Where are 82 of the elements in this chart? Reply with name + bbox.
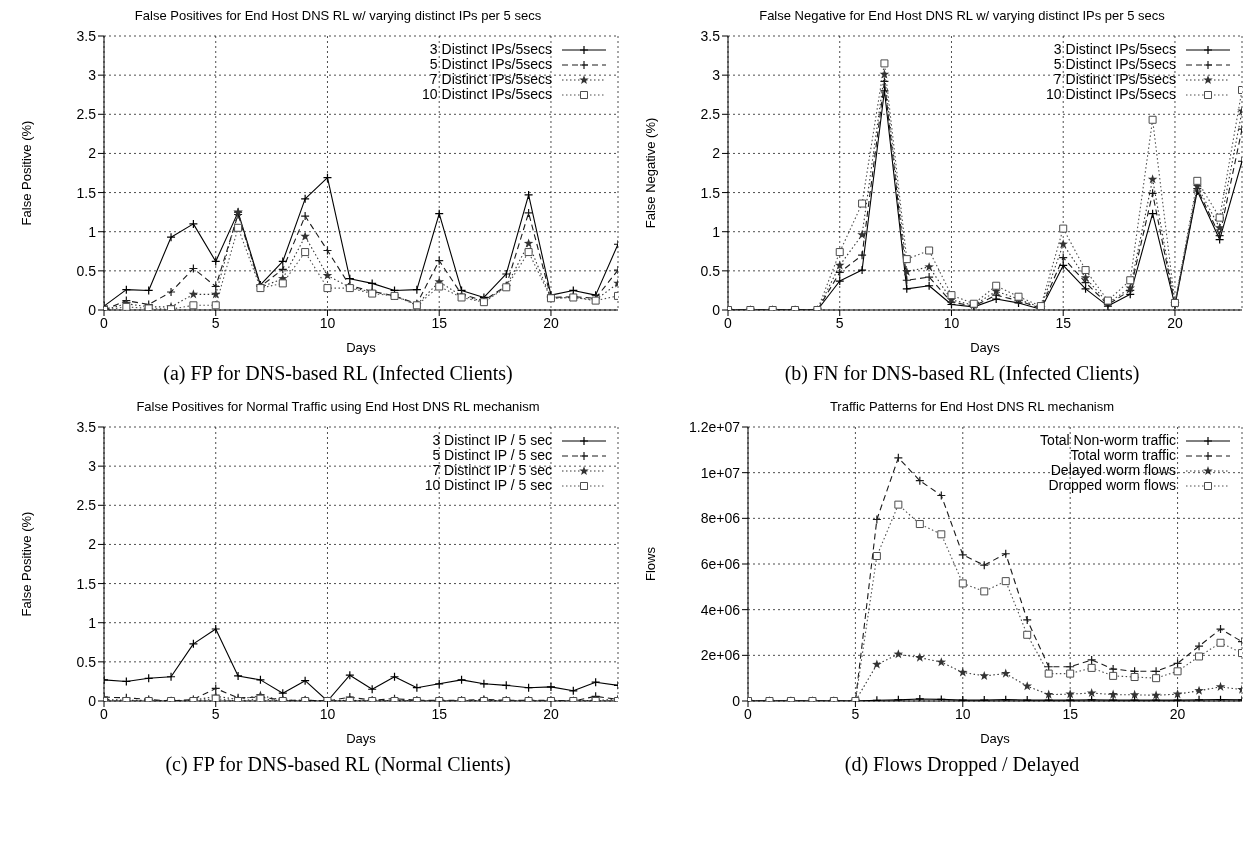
x-tick-label: 10 xyxy=(319,314,336,331)
x-tick-label: 15 xyxy=(1055,314,1072,331)
x-tick-label: 0 xyxy=(100,705,109,722)
x-tick-label: 0 xyxy=(100,314,109,331)
x-tick-label: 20 xyxy=(543,314,559,331)
x-tick-label: 15 xyxy=(431,314,448,331)
x-tick-label: 20 xyxy=(1167,314,1183,331)
legend-label: 3 Distinct IP / 5 sec xyxy=(432,432,552,448)
x-tick-label: 10 xyxy=(943,314,960,331)
y-tick-label: 2 xyxy=(88,145,97,162)
x-tick-label: 15 xyxy=(1062,705,1079,722)
chart-title: Traffic Patterns for End Host DNS RL mechanism xyxy=(828,399,1116,416)
legend-label: 5 Distinct IPs/5secs xyxy=(1053,56,1176,72)
text: (d) Flows Dropped / Delayed xyxy=(843,753,1081,776)
y-tick-label: 1.2e+07 xyxy=(689,418,741,435)
x-tick-label: 20 xyxy=(1169,705,1186,722)
y-tick-label: 0 xyxy=(88,301,97,318)
y-tick-label: 1 xyxy=(712,223,721,240)
y-tick-label: 1e+07 xyxy=(700,464,741,481)
x-tick-label: 15 xyxy=(431,705,448,722)
y-tick-label: 0 xyxy=(88,692,97,709)
x-axis-title: Days xyxy=(980,731,1011,746)
legend-label: 10 Distinct IPs/5secs xyxy=(1046,86,1176,102)
legend-label: Delayed worm flows xyxy=(1050,462,1176,478)
y-tick-label: 2e+06 xyxy=(700,647,741,664)
legend-label: Total Non-worm traffic xyxy=(1040,432,1176,448)
chart-title: False Negative for End Host DNS RL w/ varying distinct IPs per 5 secs xyxy=(758,8,1166,25)
legend-label: 7 Distinct IP / 5 sec xyxy=(432,462,552,478)
legend-label: 5 Distinct IPs/5secs xyxy=(429,56,552,72)
y-tick-label: 3.5 xyxy=(76,27,97,44)
legend-label: 7 Distinct IPs/5secs xyxy=(1053,71,1176,87)
y-tick-label: 6e+06 xyxy=(700,555,741,572)
y-tick-label: 2.5 xyxy=(700,106,721,123)
x-axis-title: Days xyxy=(970,340,1001,355)
y-tick-label: 1.5 xyxy=(76,575,97,592)
y-tick-label: 2.5 xyxy=(76,106,97,123)
legend-label: 10 Distinct IPs/5secs xyxy=(422,86,552,102)
y-tick-label: 1.5 xyxy=(76,184,97,201)
x-axis-title: Days xyxy=(346,731,377,746)
text: (b) FN for DNS-based RL (Infected Clients) xyxy=(783,362,1141,385)
x-tick-label: 10 xyxy=(319,705,336,722)
x-tick-label: 5 xyxy=(211,314,220,331)
y-tick-label: 0 xyxy=(732,692,741,709)
y-tick-label: 2 xyxy=(88,536,97,553)
y-tick-label: 0 xyxy=(712,301,721,318)
y-tick-label: 3.5 xyxy=(700,27,721,44)
x-tick-label: 20 xyxy=(543,705,559,722)
x-tick-label: 5 xyxy=(851,705,860,722)
legend-label: Total worm traffic xyxy=(1070,447,1176,463)
legend-label: 5 Distinct IP / 5 sec xyxy=(432,447,552,463)
y-tick-label: 0.5 xyxy=(76,653,97,670)
y-tick-label: 3 xyxy=(88,67,97,84)
x-tick-label: 0 xyxy=(744,705,753,722)
y-axis-title: Flows xyxy=(642,546,658,581)
y-axis-title: False Positive (%) xyxy=(18,120,34,226)
y-tick-label: 0.5 xyxy=(76,262,97,279)
legend-label: 3 Distinct IPs/5secs xyxy=(429,41,552,57)
y-tick-label: 8e+06 xyxy=(700,510,741,527)
y-axis-title: False Negative (%) xyxy=(642,117,658,229)
x-tick-label: 5 xyxy=(211,705,220,722)
text: (a) FP for DNS-based RL (Infected Clients) xyxy=(162,362,514,385)
x-axis-title: Days xyxy=(346,340,377,355)
legend-label: 7 Distinct IPs/5secs xyxy=(429,71,552,87)
x-tick-label: 10 xyxy=(954,705,971,722)
x-tick-label: 5 xyxy=(835,314,844,331)
y-axis-title: False Positive (%) xyxy=(18,511,34,617)
y-tick-label: 2.5 xyxy=(76,497,97,514)
y-tick-label: 3 xyxy=(88,458,97,475)
chart-title: False Positives for Normal Traffic using End Host DNS RL mechanism xyxy=(135,399,541,416)
y-tick-label: 1 xyxy=(88,223,97,240)
y-tick-label: 4e+06 xyxy=(700,601,741,618)
legend-label: Dropped worm flows xyxy=(1048,477,1176,493)
y-tick-label: 0.5 xyxy=(700,262,721,279)
y-tick-label: 1.5 xyxy=(700,184,721,201)
text: (c) FP for DNS-based RL (Normal Clients) xyxy=(164,753,512,776)
y-tick-label: 1 xyxy=(88,614,97,631)
y-tick-label: 3.5 xyxy=(76,418,97,435)
chart-title: False Positives for End Host DNS RL w/ varying distinct IPs per 5 secs xyxy=(133,8,543,25)
legend-label: 3 Distinct IPs/5secs xyxy=(1053,41,1176,57)
legend-label: 10 Distinct IP / 5 sec xyxy=(424,477,552,493)
y-tick-label: 3 xyxy=(712,67,721,84)
y-tick-label: 2 xyxy=(712,145,721,162)
